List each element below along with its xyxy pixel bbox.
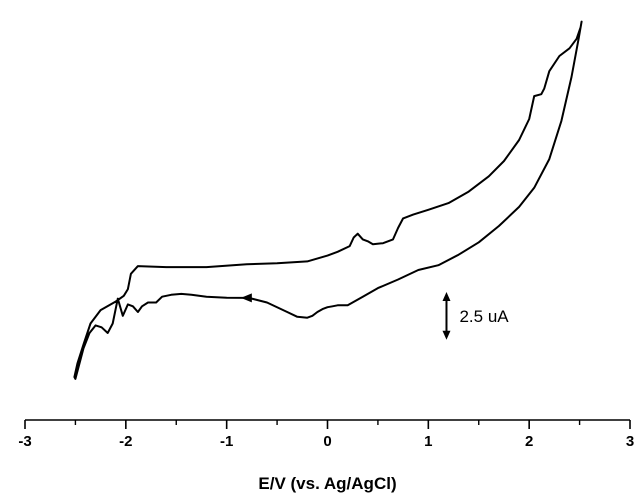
x-tick-label: 2	[525, 433, 533, 450]
x-tick-label: 0	[323, 433, 331, 450]
x-tick-label: 3	[626, 433, 634, 450]
x-axis: -3 -2 -1 0 1 2 3	[18, 419, 634, 450]
x-tick-label: -1	[220, 433, 233, 450]
x-tick-label: -3	[18, 433, 31, 450]
plot-area	[73, 20, 583, 380]
scale-bar-arrowhead-down	[442, 330, 451, 340]
scale-bar-label: 2.5 uA	[459, 307, 509, 326]
scan-direction-arrow	[240, 293, 252, 303]
x-tick-label: 1	[424, 433, 432, 450]
x-axis-title: E/V (vs. Ag/AgCl)	[258, 474, 396, 493]
annotations: 2.5 uA	[240, 291, 509, 340]
scale-bar-arrowhead-up	[442, 291, 451, 301]
x-tick-label: -2	[119, 433, 132, 450]
cv-curve-0	[73, 20, 583, 380]
